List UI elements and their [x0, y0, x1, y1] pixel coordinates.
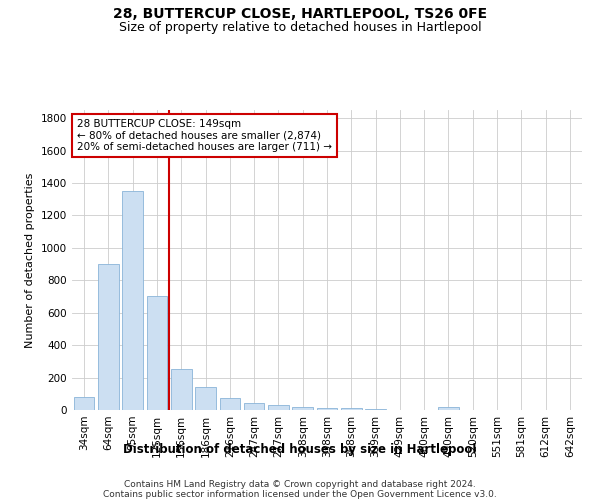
Bar — [317, 408, 337, 410]
Text: Contains HM Land Registry data © Crown copyright and database right 2024.
Contai: Contains HM Land Registry data © Crown c… — [103, 480, 497, 499]
Bar — [341, 408, 362, 410]
Bar — [98, 264, 119, 410]
Bar — [122, 191, 143, 410]
Text: 28 BUTTERCUP CLOSE: 149sqm
← 80% of detached houses are smaller (2,874)
20% of s: 28 BUTTERCUP CLOSE: 149sqm ← 80% of deta… — [77, 119, 332, 152]
Bar — [268, 405, 289, 410]
Text: Distribution of detached houses by size in Hartlepool: Distribution of detached houses by size … — [124, 442, 476, 456]
Bar — [438, 407, 459, 410]
Bar — [244, 402, 265, 410]
Bar — [74, 397, 94, 410]
Bar — [171, 370, 191, 410]
Text: Size of property relative to detached houses in Hartlepool: Size of property relative to detached ho… — [119, 21, 481, 34]
Bar — [365, 409, 386, 410]
Y-axis label: Number of detached properties: Number of detached properties — [25, 172, 35, 348]
Text: 28, BUTTERCUP CLOSE, HARTLEPOOL, TS26 0FE: 28, BUTTERCUP CLOSE, HARTLEPOOL, TS26 0F… — [113, 8, 487, 22]
Bar — [220, 398, 240, 410]
Bar — [195, 388, 216, 410]
Bar — [146, 296, 167, 410]
Bar — [292, 407, 313, 410]
